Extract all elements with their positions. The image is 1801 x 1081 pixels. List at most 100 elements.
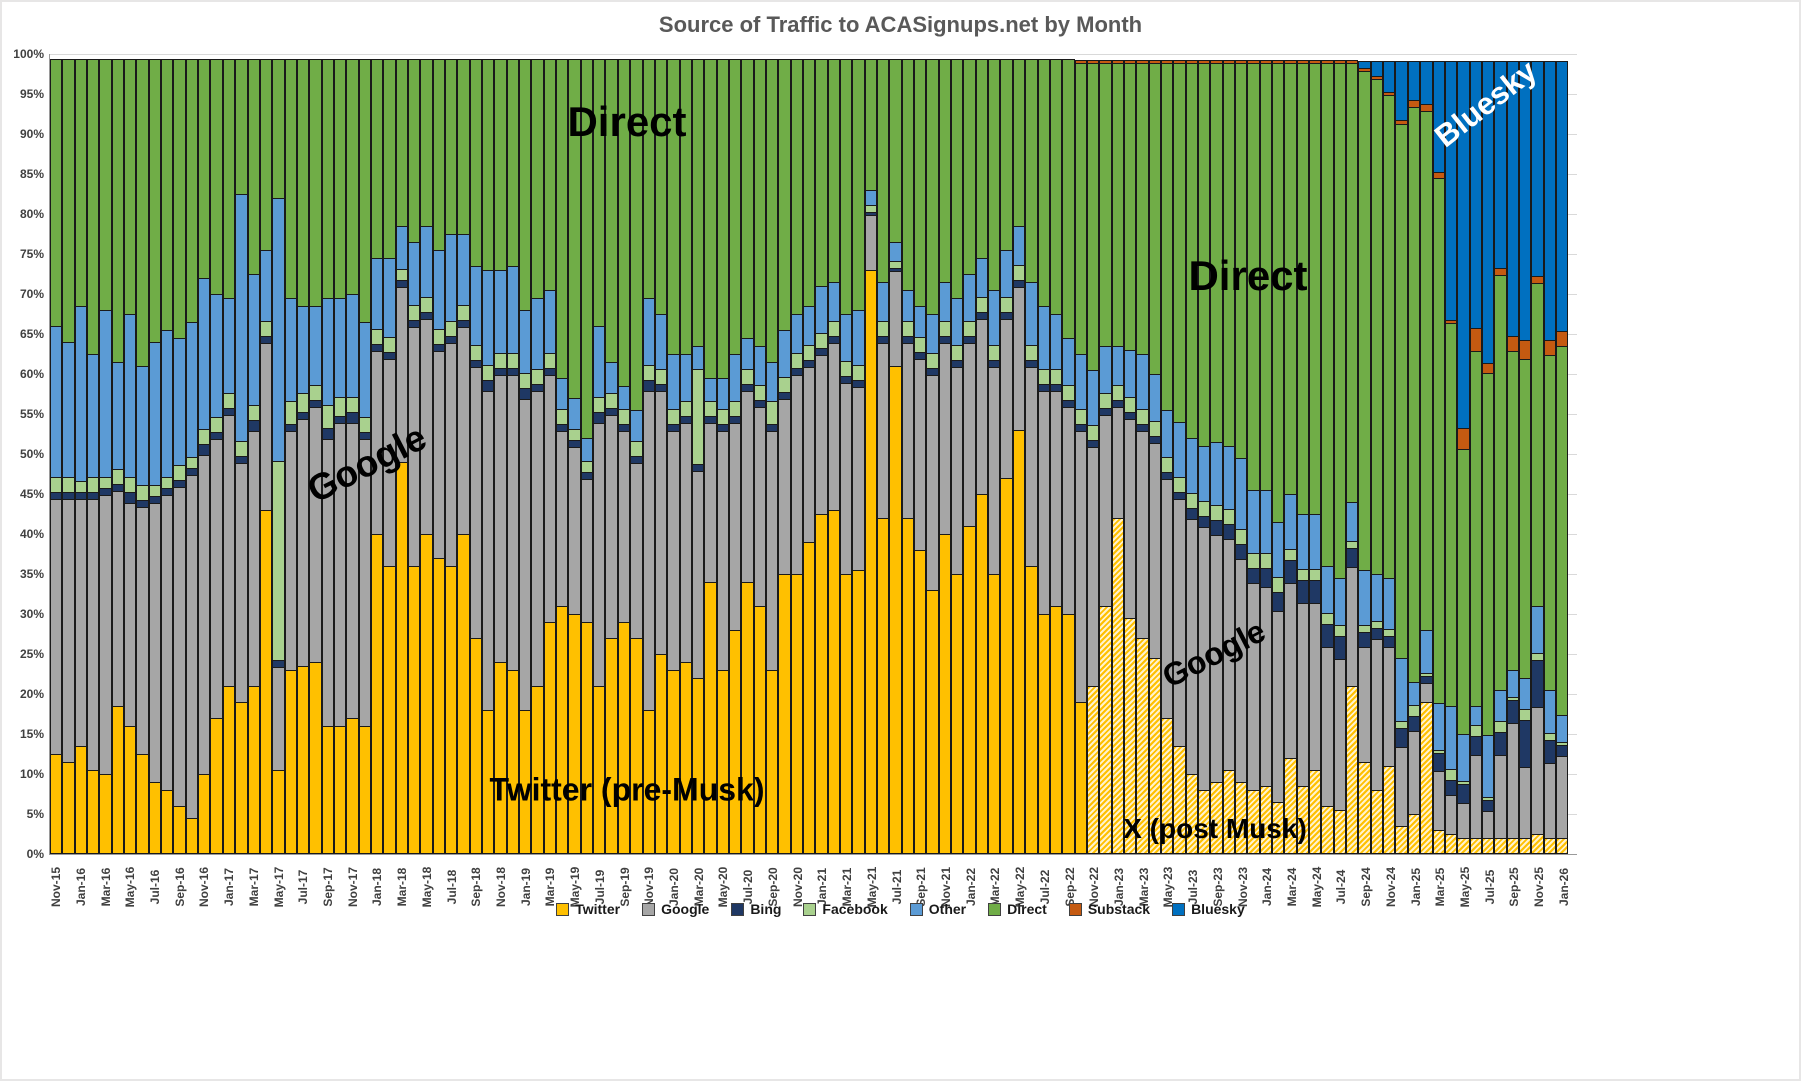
bar-column <box>667 54 680 854</box>
bar-segment-facebook <box>753 385 766 401</box>
bar-segment-google <box>889 271 902 367</box>
bar-segment-twitter <box>1049 606 1063 854</box>
bar-column <box>222 54 236 854</box>
bar-segment-google <box>99 495 112 775</box>
bar-segment-google <box>593 423 606 687</box>
bar-segment-google <box>1407 730 1421 815</box>
y-tick-label: 85% <box>19 167 44 181</box>
bar-segment-google <box>1506 723 1519 839</box>
bar-segment-direct <box>531 59 544 299</box>
bar-segment-google <box>605 415 618 639</box>
bar-segment-facebook <box>988 345 1001 361</box>
bar-segment-direct <box>877 59 890 283</box>
bar-segment-google <box>161 495 174 791</box>
bar-column <box>87 54 100 854</box>
bar-segment-facebook <box>210 417 223 433</box>
bar-segment-direct <box>1506 351 1519 671</box>
bar-segment-facebook <box>901 321 915 337</box>
bar-segment-google <box>284 431 297 671</box>
bar-segment-facebook <box>1210 505 1223 521</box>
x-tick-label: Jul-17 <box>296 869 311 905</box>
bar-segment-direct <box>1037 59 1050 307</box>
bar-segment-twitter <box>1062 614 1075 854</box>
y-axis-line <box>49 54 50 855</box>
bar-segment-twitter <box>852 570 865 854</box>
bar-segment-direct <box>482 59 495 271</box>
bar-segment-direct <box>1457 448 1470 735</box>
bar-column <box>457 54 470 854</box>
bar-column <box>914 54 927 854</box>
x-tick-label: Jul-22 <box>1037 869 1052 905</box>
bar-segment-other <box>50 326 63 478</box>
legend-swatch-icon <box>731 902 745 916</box>
bar-segment-facebook <box>951 345 964 361</box>
x-tick-label: Jul-24 <box>1334 869 1349 905</box>
bar-segment-twitter <box>1222 770 1235 854</box>
bar-segment-direct <box>383 59 396 259</box>
bar-segment-twitter <box>210 718 223 854</box>
bar-segment-twitter <box>1272 802 1285 854</box>
bar-segment-direct <box>148 59 162 343</box>
bar-segment-facebook <box>407 305 421 321</box>
legend-swatch-icon <box>556 902 570 916</box>
bar-segment-facebook <box>272 461 285 661</box>
y-tick-label: 15% <box>19 727 44 741</box>
y-tick-label: 100% <box>13 47 44 61</box>
bar-segment-facebook <box>840 361 853 377</box>
bar-segment-google <box>580 479 594 623</box>
bar-segment-other <box>1506 670 1519 698</box>
bar-column <box>790 54 803 854</box>
bar-column <box>1247 54 1260 854</box>
bar-segment-direct <box>161 59 174 331</box>
bar-segment-direct <box>1346 63 1359 503</box>
legend-label: Google <box>661 901 710 917</box>
bar-segment-other <box>1444 706 1458 770</box>
bar-segment-twitter <box>235 702 248 854</box>
legend-swatch-icon <box>803 902 817 916</box>
bar-segment-direct <box>802 59 816 307</box>
legend-item-google: Google <box>642 901 709 917</box>
bar-segment-twitter <box>926 590 939 854</box>
bar-segment-google <box>469 367 483 639</box>
bar-column <box>210 54 223 854</box>
bar-segment-twitter <box>1099 606 1112 854</box>
bar-segment-google <box>543 375 557 623</box>
bar-segment-other <box>1099 346 1112 394</box>
bar-segment-other <box>1000 250 1013 298</box>
bar-segment-other <box>1235 458 1248 530</box>
bar-segment-facebook <box>1099 393 1112 409</box>
bar-column <box>827 54 840 854</box>
bar-segment-google <box>963 343 976 527</box>
bar-segment-facebook <box>765 401 779 425</box>
bar-segment-facebook <box>321 405 334 429</box>
bar-segment-other <box>87 354 100 478</box>
bar-column <box>1259 54 1273 854</box>
bar-segment-direct <box>358 59 371 323</box>
bar-segment-facebook <box>1111 385 1124 401</box>
bar-segment-direct <box>1123 63 1137 351</box>
bar-segment-facebook <box>704 401 717 417</box>
bar-segment-direct <box>284 59 297 299</box>
bar-segment-direct <box>1407 107 1421 683</box>
bar-segment-google <box>938 343 952 535</box>
bar-segment-other <box>309 306 322 386</box>
bar-segment-google <box>679 423 692 663</box>
bar-segment-direct <box>210 59 223 295</box>
bar-segment-direct <box>407 59 421 243</box>
bar-segment-google <box>1370 639 1384 791</box>
bar-segment-facebook <box>778 377 791 393</box>
bar-segment-direct <box>975 59 989 259</box>
bar-segment-google <box>1395 747 1408 827</box>
bar-column <box>1395 54 1408 854</box>
bar-segment-direct <box>1025 59 1038 283</box>
bar-segment-direct <box>840 59 853 315</box>
bar-column <box>1173 54 1186 854</box>
y-tick-label: 10% <box>19 767 44 781</box>
bar-segment-direct <box>1185 63 1198 439</box>
bar-column <box>1049 54 1063 854</box>
bar-segment-facebook <box>1012 265 1026 281</box>
bar-column <box>1148 54 1161 854</box>
bar-segment-other <box>741 338 754 370</box>
bar-segment-other <box>914 306 927 338</box>
